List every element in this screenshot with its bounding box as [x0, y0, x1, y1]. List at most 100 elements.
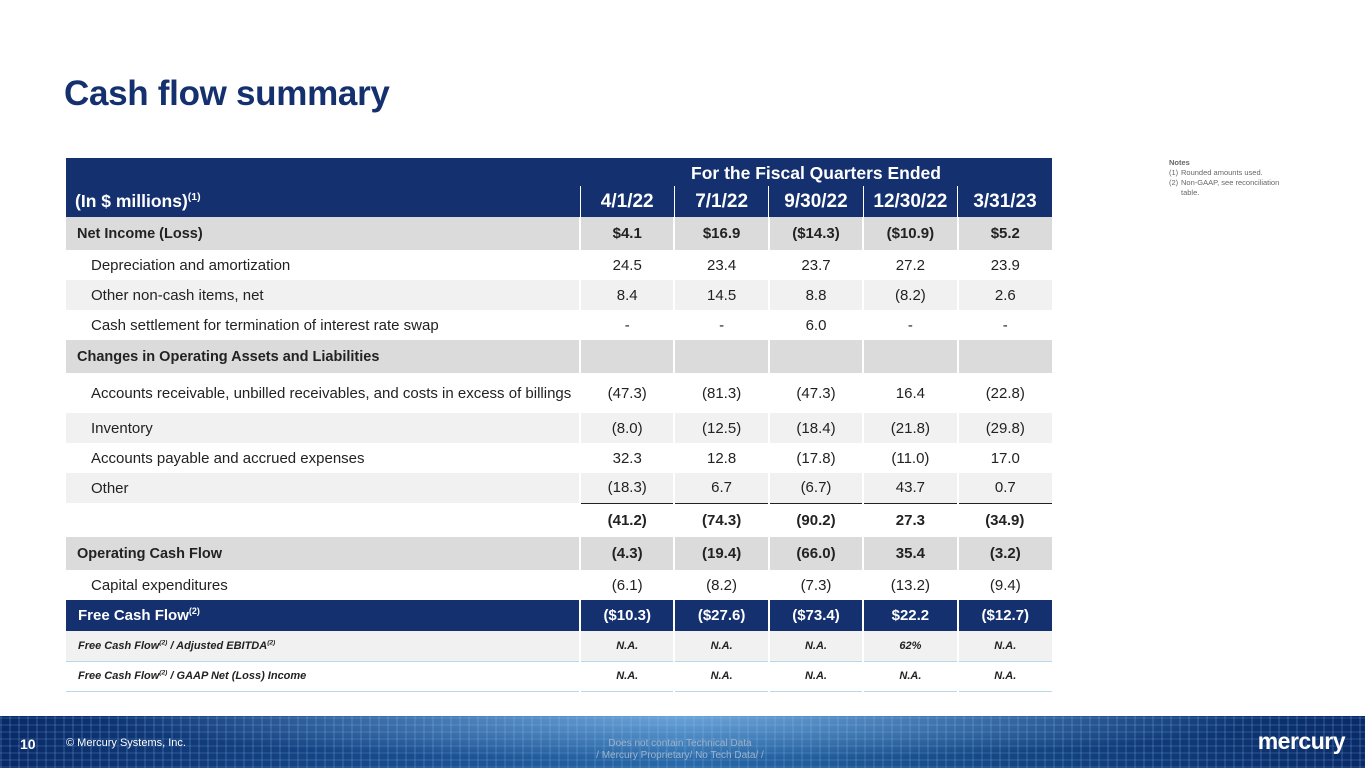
cell-value: 8.4	[579, 280, 675, 310]
cell-value: (12.5)	[673, 413, 769, 443]
cell-value: N.A.	[956, 631, 1052, 662]
table-header-columns: (In $ millions)(1) 4/1/22 7/1/22 9/30/22…	[66, 186, 1052, 217]
cell-value: -	[673, 310, 769, 340]
cell-value: (6.1)	[579, 570, 675, 600]
cell-value: ($14.3)	[767, 217, 864, 250]
cell-value: 23.7	[767, 250, 864, 280]
table-row: Other (18.3) 6.7 (6.7) 43.7 0.7	[66, 473, 1052, 503]
cell-value: (47.3)	[579, 373, 675, 413]
note-text: Rounded amounts used.	[1181, 168, 1263, 177]
cell-value: (3.2)	[956, 537, 1052, 570]
table-row-operating-cash-flow: Operating Cash Flow (4.3) (19.4) (66.0) …	[66, 537, 1052, 570]
row-label: Free Cash Flow(2) / GAAP Net (Loss) Inco…	[66, 661, 581, 692]
period-header: For the Fiscal Quarters Ended	[580, 158, 1052, 186]
cell-value: (7.3)	[767, 570, 864, 600]
cell-value: 27.3	[863, 502, 958, 537]
cell-value: N.A.	[862, 661, 958, 692]
table-row: Cash settlement for termination of inter…	[66, 310, 1052, 340]
cell-value: (21.8)	[862, 413, 958, 443]
cell-value	[956, 340, 1052, 373]
cell-value: (18.4)	[767, 413, 864, 443]
cell-value: N.A.	[579, 631, 675, 662]
cell-value: 2.6	[956, 280, 1052, 310]
cell-value: (41.2)	[580, 502, 675, 537]
cell-value: (34.9)	[957, 502, 1052, 537]
cell-value	[862, 340, 958, 373]
row-label: Depreciation and amortization	[91, 256, 291, 274]
row-label: Accounts receivable, unbilled receivable…	[91, 384, 572, 402]
table-row-free-cash-flow: Free Cash Flow(2) ($10.3) ($27.6) ($73.4…	[66, 600, 1052, 631]
disclaimer-line: Does not contain Technical Data	[608, 738, 752, 749]
table-row: Depreciation and amortization 24.5 23.4 …	[66, 250, 1052, 280]
footnote-ref: (2)	[267, 639, 276, 647]
cell-value: (4.3)	[579, 537, 675, 570]
cell-value: (29.8)	[956, 413, 1052, 443]
cell-value: ($73.4)	[767, 600, 864, 631]
cell-value: $22.2	[862, 600, 958, 631]
page-title: Cash flow summary	[64, 74, 390, 113]
cell-value	[767, 340, 864, 373]
cell-value: ($10.9)	[862, 217, 958, 250]
cell-value: 6.7	[673, 473, 769, 503]
table-row-ratio: Free Cash Flow(2) / Adjusted EBITDA(2) N…	[66, 631, 1052, 662]
cell-value: ($10.3)	[579, 600, 675, 631]
cell-value: (8.2)	[862, 280, 958, 310]
cell-value: N.A.	[956, 661, 1052, 692]
cell-value: (8.2)	[673, 570, 769, 600]
table-row-ratio: Free Cash Flow(2) / GAAP Net (Loss) Inco…	[66, 661, 1052, 692]
row-label: Free Cash Flow(2)	[66, 600, 581, 631]
cell-value: (47.3)	[767, 373, 864, 413]
cell-value: (74.3)	[674, 502, 769, 537]
row-label: Net Income (Loss)	[66, 217, 581, 250]
row-label: Other	[66, 473, 581, 503]
cell-value: -	[956, 310, 1052, 340]
column-header: 9/30/22	[768, 186, 864, 217]
note-number: (1)	[1169, 168, 1179, 177]
page-number: 10	[20, 736, 36, 752]
row-label: Inventory	[66, 413, 581, 443]
row-label: Capital expenditures	[91, 576, 228, 594]
column-header: 7/1/22	[673, 186, 769, 217]
table-row: Other non-cash items, net 8.4 14.5 8.8 (…	[66, 280, 1052, 310]
cash-flow-table: For the Fiscal Quarters Ended (In $ mill…	[66, 158, 1052, 692]
cell-value: N.A.	[673, 661, 769, 692]
note-item: (2) Non-GAAP, see reconciliation table.	[1169, 178, 1293, 198]
cell-value: 17.0	[956, 443, 1052, 473]
cell-value: 8.8	[767, 280, 864, 310]
cell-value: (8.0)	[579, 413, 675, 443]
footer-band: 10 © Mercury Systems, Inc. Does not cont…	[0, 716, 1365, 768]
table-row-net-income: Net Income (Loss) $4.1 $16.9 ($14.3) ($1…	[66, 217, 1052, 250]
cell-value: ($12.7)	[956, 600, 1052, 631]
footnote-ref: (1)	[187, 191, 201, 204]
cell-value: (18.3)	[579, 473, 675, 503]
cell-value: (90.2)	[768, 502, 864, 537]
cell-value: (6.7)	[767, 473, 864, 503]
mercury-logo: mercury	[1257, 728, 1346, 754]
table-row: Accounts payable and accrued expenses 32…	[66, 443, 1052, 473]
cell-value: 27.2	[862, 250, 958, 280]
table-row: Capital expenditures (6.1) (8.2) (7.3) (…	[66, 570, 1052, 600]
cell-value: ($27.6)	[673, 600, 769, 631]
note-item: (1) Rounded amounts used.	[1169, 168, 1293, 178]
cell-value: 23.9	[956, 250, 1052, 280]
note-text: Non-GAAP, see reconciliation table.	[1181, 178, 1280, 197]
cell-value: 0.7	[956, 473, 1052, 503]
cell-value: 32.3	[579, 443, 675, 473]
table-row: Inventory (8.0) (12.5) (18.4) (21.8) (29…	[66, 413, 1052, 443]
cell-value: (66.0)	[767, 537, 864, 570]
column-header: 4/1/22	[579, 186, 675, 217]
cell-value: 16.4	[862, 373, 958, 413]
cell-value: 6.0	[767, 310, 864, 340]
cell-value: N.A.	[767, 631, 864, 662]
row-label: Accounts payable and accrued expenses	[91, 449, 365, 467]
row-label	[66, 503, 580, 537]
table-row-subtotal: (41.2) (74.3) (90.2) 27.3 (34.9)	[66, 502, 1052, 537]
row-label: Cash settlement for termination of inter…	[91, 316, 439, 334]
cell-value: (81.3)	[673, 373, 769, 413]
row-label: Changes in Operating Assets and Liabilit…	[66, 340, 581, 373]
cell-value: N.A.	[579, 661, 675, 692]
row-label: Operating Cash Flow	[66, 537, 581, 570]
footnote-ref: (2)	[188, 606, 200, 616]
footnote-ref: (2)	[159, 669, 168, 677]
table-row-section-header: Changes in Operating Assets and Liabilit…	[66, 340, 1052, 373]
